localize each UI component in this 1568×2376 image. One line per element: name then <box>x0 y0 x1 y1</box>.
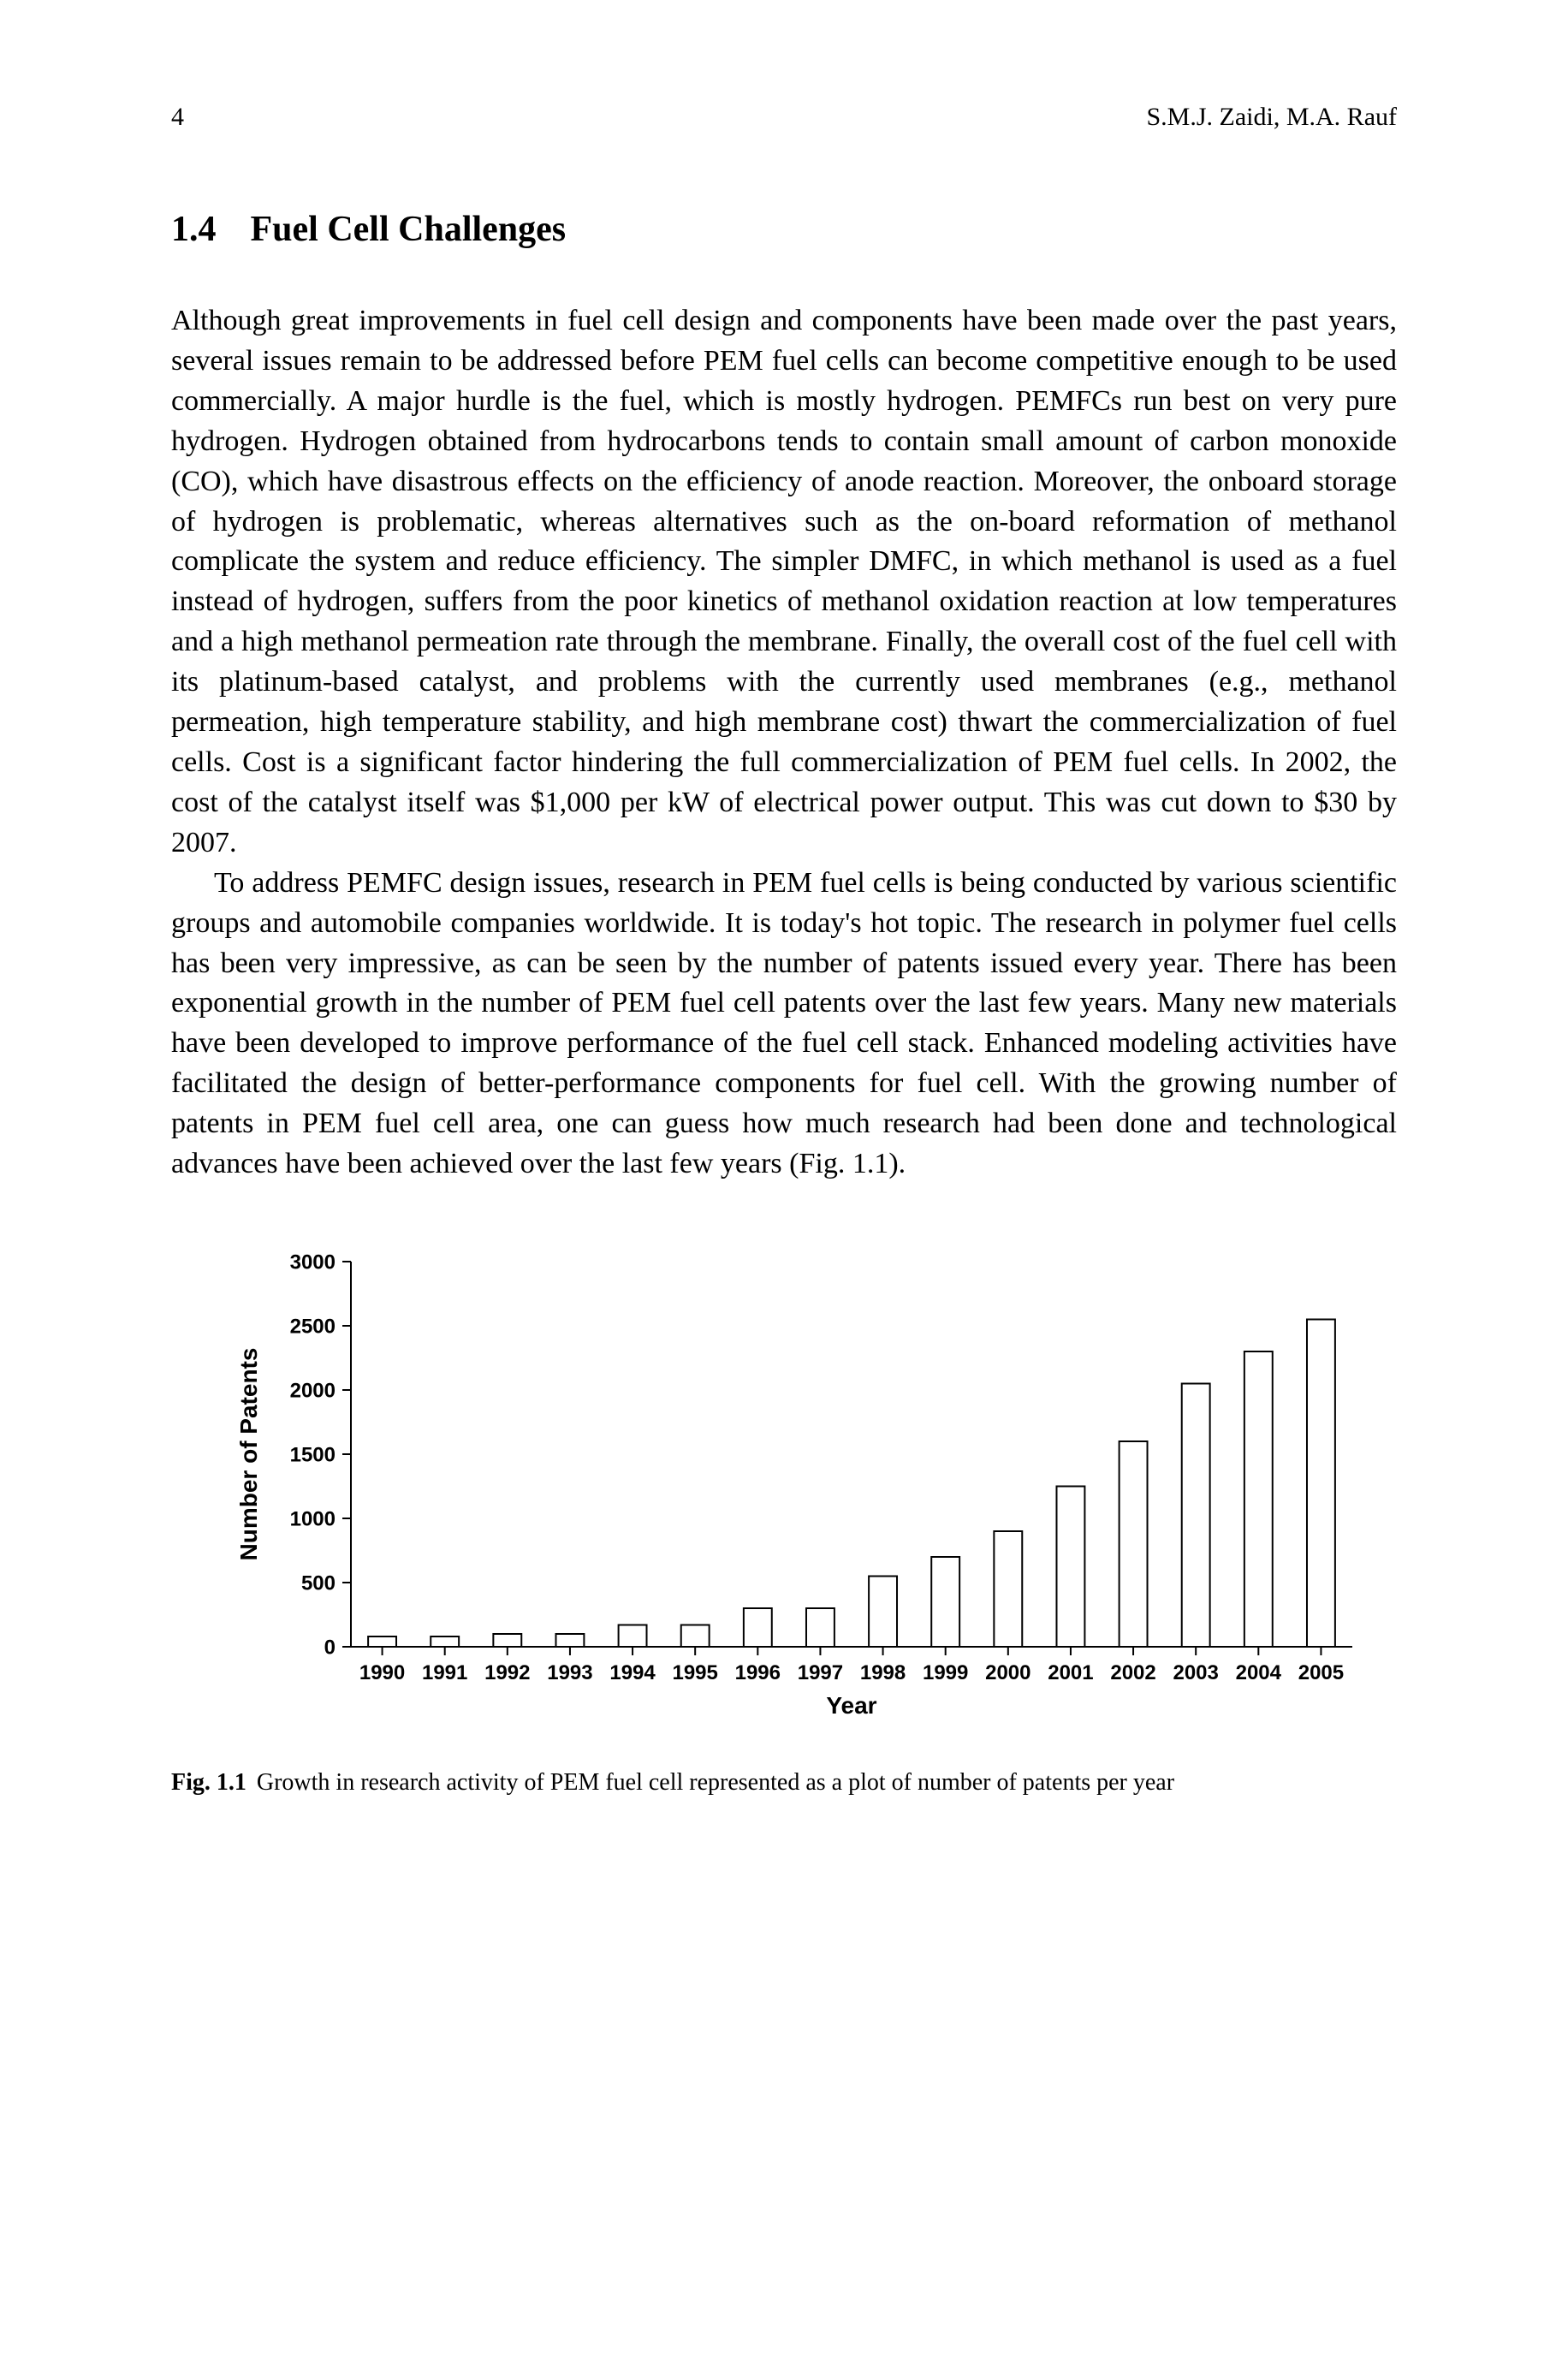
svg-text:1991: 1991 <box>422 1661 467 1684</box>
svg-text:1995: 1995 <box>672 1661 717 1684</box>
svg-text:1990: 1990 <box>359 1661 405 1684</box>
svg-text:500: 500 <box>301 1571 336 1595</box>
page: 4 S.M.J. Zaidi, M.A. Rauf 1.4 Fuel Cell C… <box>0 0 1568 2376</box>
page-number: 4 <box>171 103 184 132</box>
section-heading: 1.4 Fuel Cell Challenges <box>171 209 1397 250</box>
svg-text:2500: 2500 <box>290 1315 336 1338</box>
patent-bar-chart: 0 500 1000 1500 2000 2500 3000 Number of Patent… <box>223 1244 1378 1724</box>
page-header: 4 S.M.J. Zaidi, M.A. Rauf <box>171 103 1397 132</box>
svg-text:1996: 1996 <box>735 1661 781 1684</box>
chart-container: 0 500 1000 1500 2000 2500 3000 Number of Patent… <box>223 1244 1397 1724</box>
svg-text:1994: 1994 <box>609 1661 656 1684</box>
svg-text:2000: 2000 <box>290 1379 336 1402</box>
svg-text:0: 0 <box>324 1636 336 1659</box>
svg-text:2002: 2002 <box>1110 1661 1155 1684</box>
svg-text:2004: 2004 <box>1236 1661 1282 1684</box>
paragraph-1: Although great improvements in fuel cell… <box>171 301 1397 864</box>
svg-text:Number of Patents: Number of Patents <box>235 1347 262 1560</box>
svg-text:3000: 3000 <box>290 1250 336 1274</box>
svg-text:2000: 2000 <box>985 1661 1030 1684</box>
svg-text:1999: 1999 <box>923 1661 968 1684</box>
section-title: Fuel Cell Challenges <box>251 210 567 249</box>
svg-text:1000: 1000 <box>290 1507 336 1530</box>
svg-text:2005: 2005 <box>1298 1661 1344 1684</box>
figure-block: 0 500 1000 1500 2000 2500 3000 Number of Patent… <box>171 1244 1397 1799</box>
paragraph-2: To address PEMFC design issues, research… <box>171 864 1397 1185</box>
svg-text:2001: 2001 <box>1048 1661 1093 1684</box>
body-text: Although great improvements in fuel cell… <box>171 301 1397 1185</box>
figure-label: Fig. 1.1 <box>171 1769 246 1796</box>
svg-text:2003: 2003 <box>1173 1661 1218 1684</box>
svg-text:1993: 1993 <box>547 1661 592 1684</box>
running-head: S.M.J. Zaidi, M.A. Rauf <box>1147 103 1398 132</box>
svg-text:1998: 1998 <box>860 1661 906 1684</box>
figure-caption-text: Growth in research activity of PEM fuel … <box>257 1769 1174 1796</box>
svg-text:1992: 1992 <box>484 1661 530 1684</box>
svg-text:1500: 1500 <box>290 1443 336 1466</box>
figure-caption: Fig. 1.1 Growth in research activity of P… <box>171 1767 1397 1799</box>
svg-text:Year: Year <box>826 1692 876 1719</box>
section-number: 1.4 <box>171 209 217 250</box>
svg-text:1997: 1997 <box>798 1661 843 1684</box>
